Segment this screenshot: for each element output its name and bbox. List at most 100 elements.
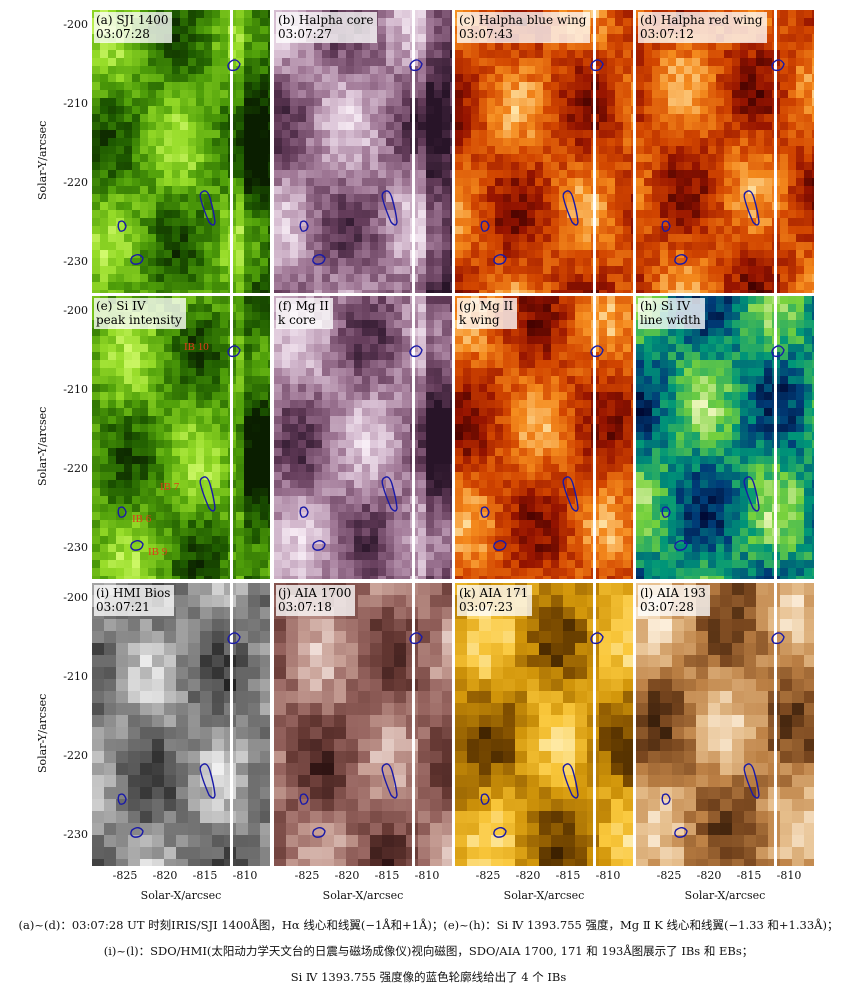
y-tick-label: -230 (63, 255, 88, 268)
ib-contour-0 (227, 345, 241, 358)
x-tick-label: -810 (232, 869, 258, 882)
caption-line-3: Si Ⅳ 1393.755 强度像的蓝色轮廓线给出了 4 个 IBs (290, 970, 567, 984)
ib-contour-1 (199, 763, 216, 799)
panel-label: (i) HMI Bios 03:07:21 (94, 585, 175, 616)
panel-image (92, 583, 270, 866)
ib-contour-1 (743, 763, 760, 799)
x-tick-label: -810 (776, 869, 802, 882)
panel-label: (h) Si IV line width (638, 298, 705, 329)
ib-contour-3 (493, 254, 507, 265)
ib-contour-0 (409, 345, 423, 358)
panel-image (274, 10, 452, 293)
panel-3: (d) Halpha red wing 03:07:12 (636, 10, 814, 293)
ib-contour-1 (199, 190, 216, 226)
ib-contour-1 (199, 476, 216, 512)
panel-image (636, 296, 814, 579)
x-tick-label: -820 (696, 869, 722, 882)
ib-contour-3 (312, 254, 326, 265)
ib-contour-3 (493, 540, 507, 551)
y-tick-label: -210 (63, 97, 88, 110)
slit-line (593, 583, 596, 866)
x-tick-label: -820 (334, 869, 360, 882)
y-axis-label: Solar-Y/arcsec (36, 406, 49, 486)
panel-6: (g) Mg II k wing (455, 296, 633, 579)
ib-label: IB 10 (184, 341, 209, 353)
figure-caption: (a)~(d)：03:07:28 UT 时刻IRIS/SJI 1400Å图，Hα… (0, 912, 857, 990)
ib-contour-3 (312, 827, 326, 838)
slit-line (412, 296, 415, 579)
panel-9: (j) AIA 1700 03:07:18 (274, 583, 452, 866)
ib-contour-0 (590, 345, 604, 358)
x-tick-label: -815 (374, 869, 400, 882)
ib-contour-2 (480, 506, 490, 518)
ib-contour-2 (117, 220, 127, 232)
caption-line-1: (a)~(d)：03:07:28 UT 时刻IRIS/SJI 1400Å图，Hα… (18, 918, 839, 932)
panel-8: (i) HMI Bios 03:07:21 (92, 583, 270, 866)
panel-1: (b) Halpha core 03:07:27 (274, 10, 452, 293)
ib-contour-2 (117, 506, 127, 518)
panel-7: (h) Si IV line width (636, 296, 814, 579)
x-tick-label: -815 (192, 869, 218, 882)
y-tick-label: -210 (63, 383, 88, 396)
slit-line (230, 10, 233, 293)
ib-contour-0 (771, 345, 785, 358)
ib-contour-0 (227, 632, 241, 645)
ib-contour-1 (562, 763, 579, 799)
ib-contour-0 (590, 59, 604, 72)
panel-11: (l) AIA 193 03:07:28 (636, 583, 814, 866)
x-tick-label: -820 (515, 869, 541, 882)
ib-contour-0 (590, 632, 604, 645)
panel-image (455, 583, 633, 866)
x-axis-label: Solar-X/arcsec (503, 889, 585, 902)
ib-contour-2 (661, 506, 671, 518)
x-tick-label: -825 (112, 869, 138, 882)
slit-line (230, 583, 233, 866)
x-tick-label: -825 (294, 869, 320, 882)
x-tick-label: -810 (414, 869, 440, 882)
x-axis-label: Solar-X/arcsec (140, 889, 222, 902)
x-tick-label: -815 (736, 869, 762, 882)
slit-line (412, 583, 415, 866)
panel-label: (b) Halpha core 03:07:27 (276, 12, 378, 43)
panel-4: (e) Si IV peak intensity IB 10 IB 7 IB 6 IB … (92, 296, 270, 579)
slit-line (774, 10, 777, 293)
ib-contour-3 (130, 254, 144, 265)
y-tick-label: -230 (63, 828, 88, 841)
ib-contour-2 (299, 506, 309, 518)
panel-label: (j) AIA 1700 03:07:18 (276, 585, 356, 616)
ib-contour-3 (674, 254, 688, 265)
panel-image (92, 296, 270, 579)
ib-contour-3 (312, 540, 326, 551)
y-tick-label: -230 (63, 541, 88, 554)
y-tick-label: -200 (63, 591, 88, 604)
panel-10: (k) AIA 171 03:07:23 (455, 583, 633, 866)
ib-contour-2 (480, 220, 490, 232)
panel-label: (e) Si IV peak intensity (94, 298, 186, 329)
ib-contour-1 (562, 190, 579, 226)
ib-contour-2 (299, 793, 309, 805)
panel-label: (d) Halpha red wing 03:07:12 (638, 12, 767, 43)
panel-5: (f) Mg II k core (274, 296, 452, 579)
ib-contour-1 (381, 763, 398, 799)
slit-line (774, 583, 777, 866)
ib-contour-1 (381, 476, 398, 512)
slit-line (774, 296, 777, 579)
y-tick-label: -210 (63, 670, 88, 683)
y-tick-label: -200 (63, 18, 88, 31)
panel-label: (a) SJI 1400 03:07:28 (94, 12, 173, 43)
x-axis-label: Solar-X/arcsec (684, 889, 766, 902)
ib-contour-1 (743, 476, 760, 512)
ib-contour-3 (674, 827, 688, 838)
x-tick-label: -815 (555, 869, 581, 882)
ib-contour-1 (562, 476, 579, 512)
ib-contour-2 (117, 793, 127, 805)
ib-contour-0 (409, 59, 423, 72)
ib-contour-2 (661, 793, 671, 805)
y-tick-label: -220 (63, 462, 88, 475)
panel-label: (k) AIA 171 03:07:23 (457, 585, 533, 616)
y-axis-label: Solar-Y/arcsec (36, 120, 49, 200)
ib-contour-1 (381, 190, 398, 226)
y-tick-label: -220 (63, 176, 88, 189)
ib-contour-0 (227, 59, 241, 72)
ib-contour-3 (674, 540, 688, 551)
